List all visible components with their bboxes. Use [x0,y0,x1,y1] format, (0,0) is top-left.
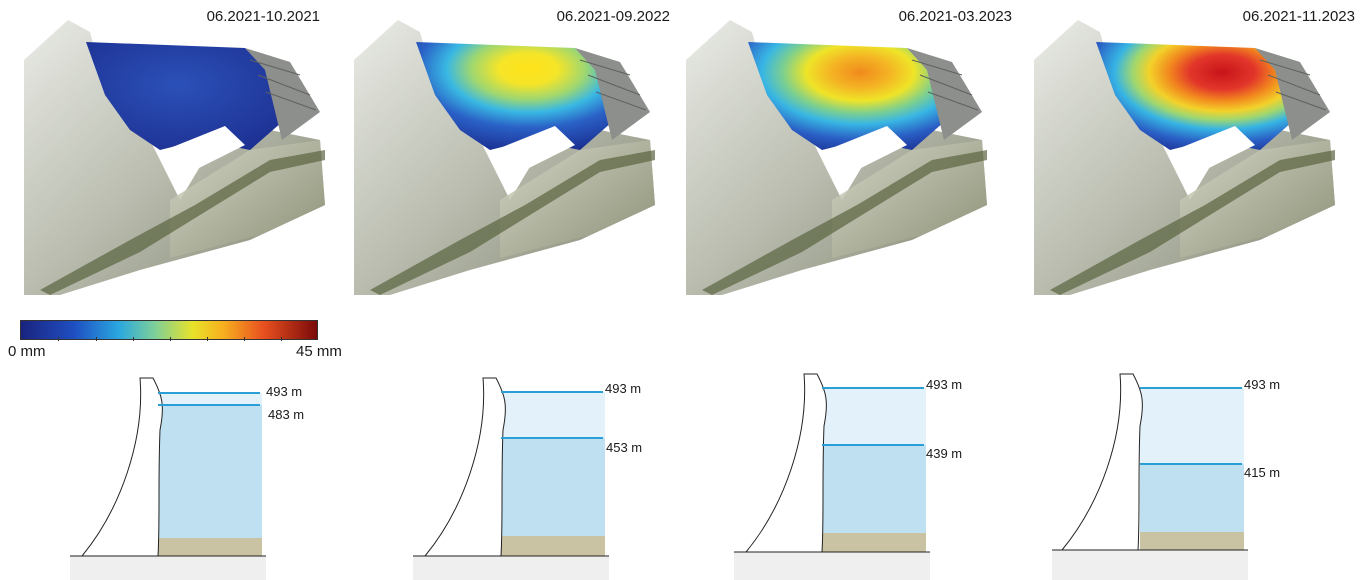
reservoir-upper [822,388,926,445]
dam-wall [1060,373,1143,551]
deformation-colorbar [20,320,318,340]
colorbar-tick [170,337,171,341]
water-level-label: 439 m [926,446,963,461]
ground-base [413,556,609,580]
dam-cross-section [734,373,930,580]
dam-terrain-image [1034,20,1335,295]
reservoir-upper [158,393,262,405]
reservoir-water [1140,464,1244,532]
dam-terrain-image [354,20,655,295]
ground-base [70,556,266,580]
colorbar-tick [207,337,208,341]
dam-section-3: 493 m 439 m [734,360,1054,580]
reservoir-upper [501,392,605,438]
period-label: 06.2021-10.2021 [206,8,320,25]
dam-terrain-image [686,20,987,295]
crest-level-label: 493 m [1244,377,1281,392]
dam-cross-section [413,377,609,580]
water-level-label: 453 m [606,440,643,455]
crest-level-label: 493 m [605,381,642,396]
dam-wall [423,377,506,557]
dam-panel-1: 06.2021-10.2021 [20,0,350,300]
sediment [158,538,262,556]
dam-section-2: 493 m 453 m [413,360,733,580]
ground-base [734,552,930,580]
period-label: 06.2021-09.2022 [556,8,670,25]
reservoir-water [822,445,926,533]
dam-wall [80,377,163,557]
dam-panel-2: 06.2021-09.2022 [350,0,680,300]
reservoir-water [158,405,262,538]
sediment [822,533,926,552]
dam-panel-3: 06.2021-03.2023 [682,0,1012,300]
colorbar-tick [58,337,59,341]
reservoir-water [501,438,605,536]
colorbar-tick [96,337,97,341]
period-label: 06.2021-11.2023 [1242,8,1355,25]
sediment [501,536,605,556]
colorbar-min-label: 0 mm [8,343,46,360]
reservoir-upper [1140,388,1244,464]
period-label: 06.2021-03.2023 [898,8,1012,25]
crest-level-label: 493 m [926,377,963,392]
ground-base [1052,550,1248,580]
colorbar-tick [281,337,282,341]
dam-wall [744,373,827,553]
colorbar-max-label: 45 mm [296,343,342,360]
dam-panel-4: 06.2021-11.2023 [1030,0,1360,300]
colorbar-tick [244,337,245,341]
dam-section-4: 493 m 415 m [1052,360,1365,580]
dam-section-1: 493 m 483 m [70,360,390,580]
water-level-label: 483 m [268,407,305,422]
dam-cross-section [1052,373,1248,580]
sediment [1140,532,1244,550]
water-level-label: 415 m [1244,465,1281,480]
crest-level-label: 493 m [266,384,303,399]
dam-terrain-image [24,20,325,295]
dam-cross-section [70,377,266,580]
colorbar-tick [133,337,134,341]
